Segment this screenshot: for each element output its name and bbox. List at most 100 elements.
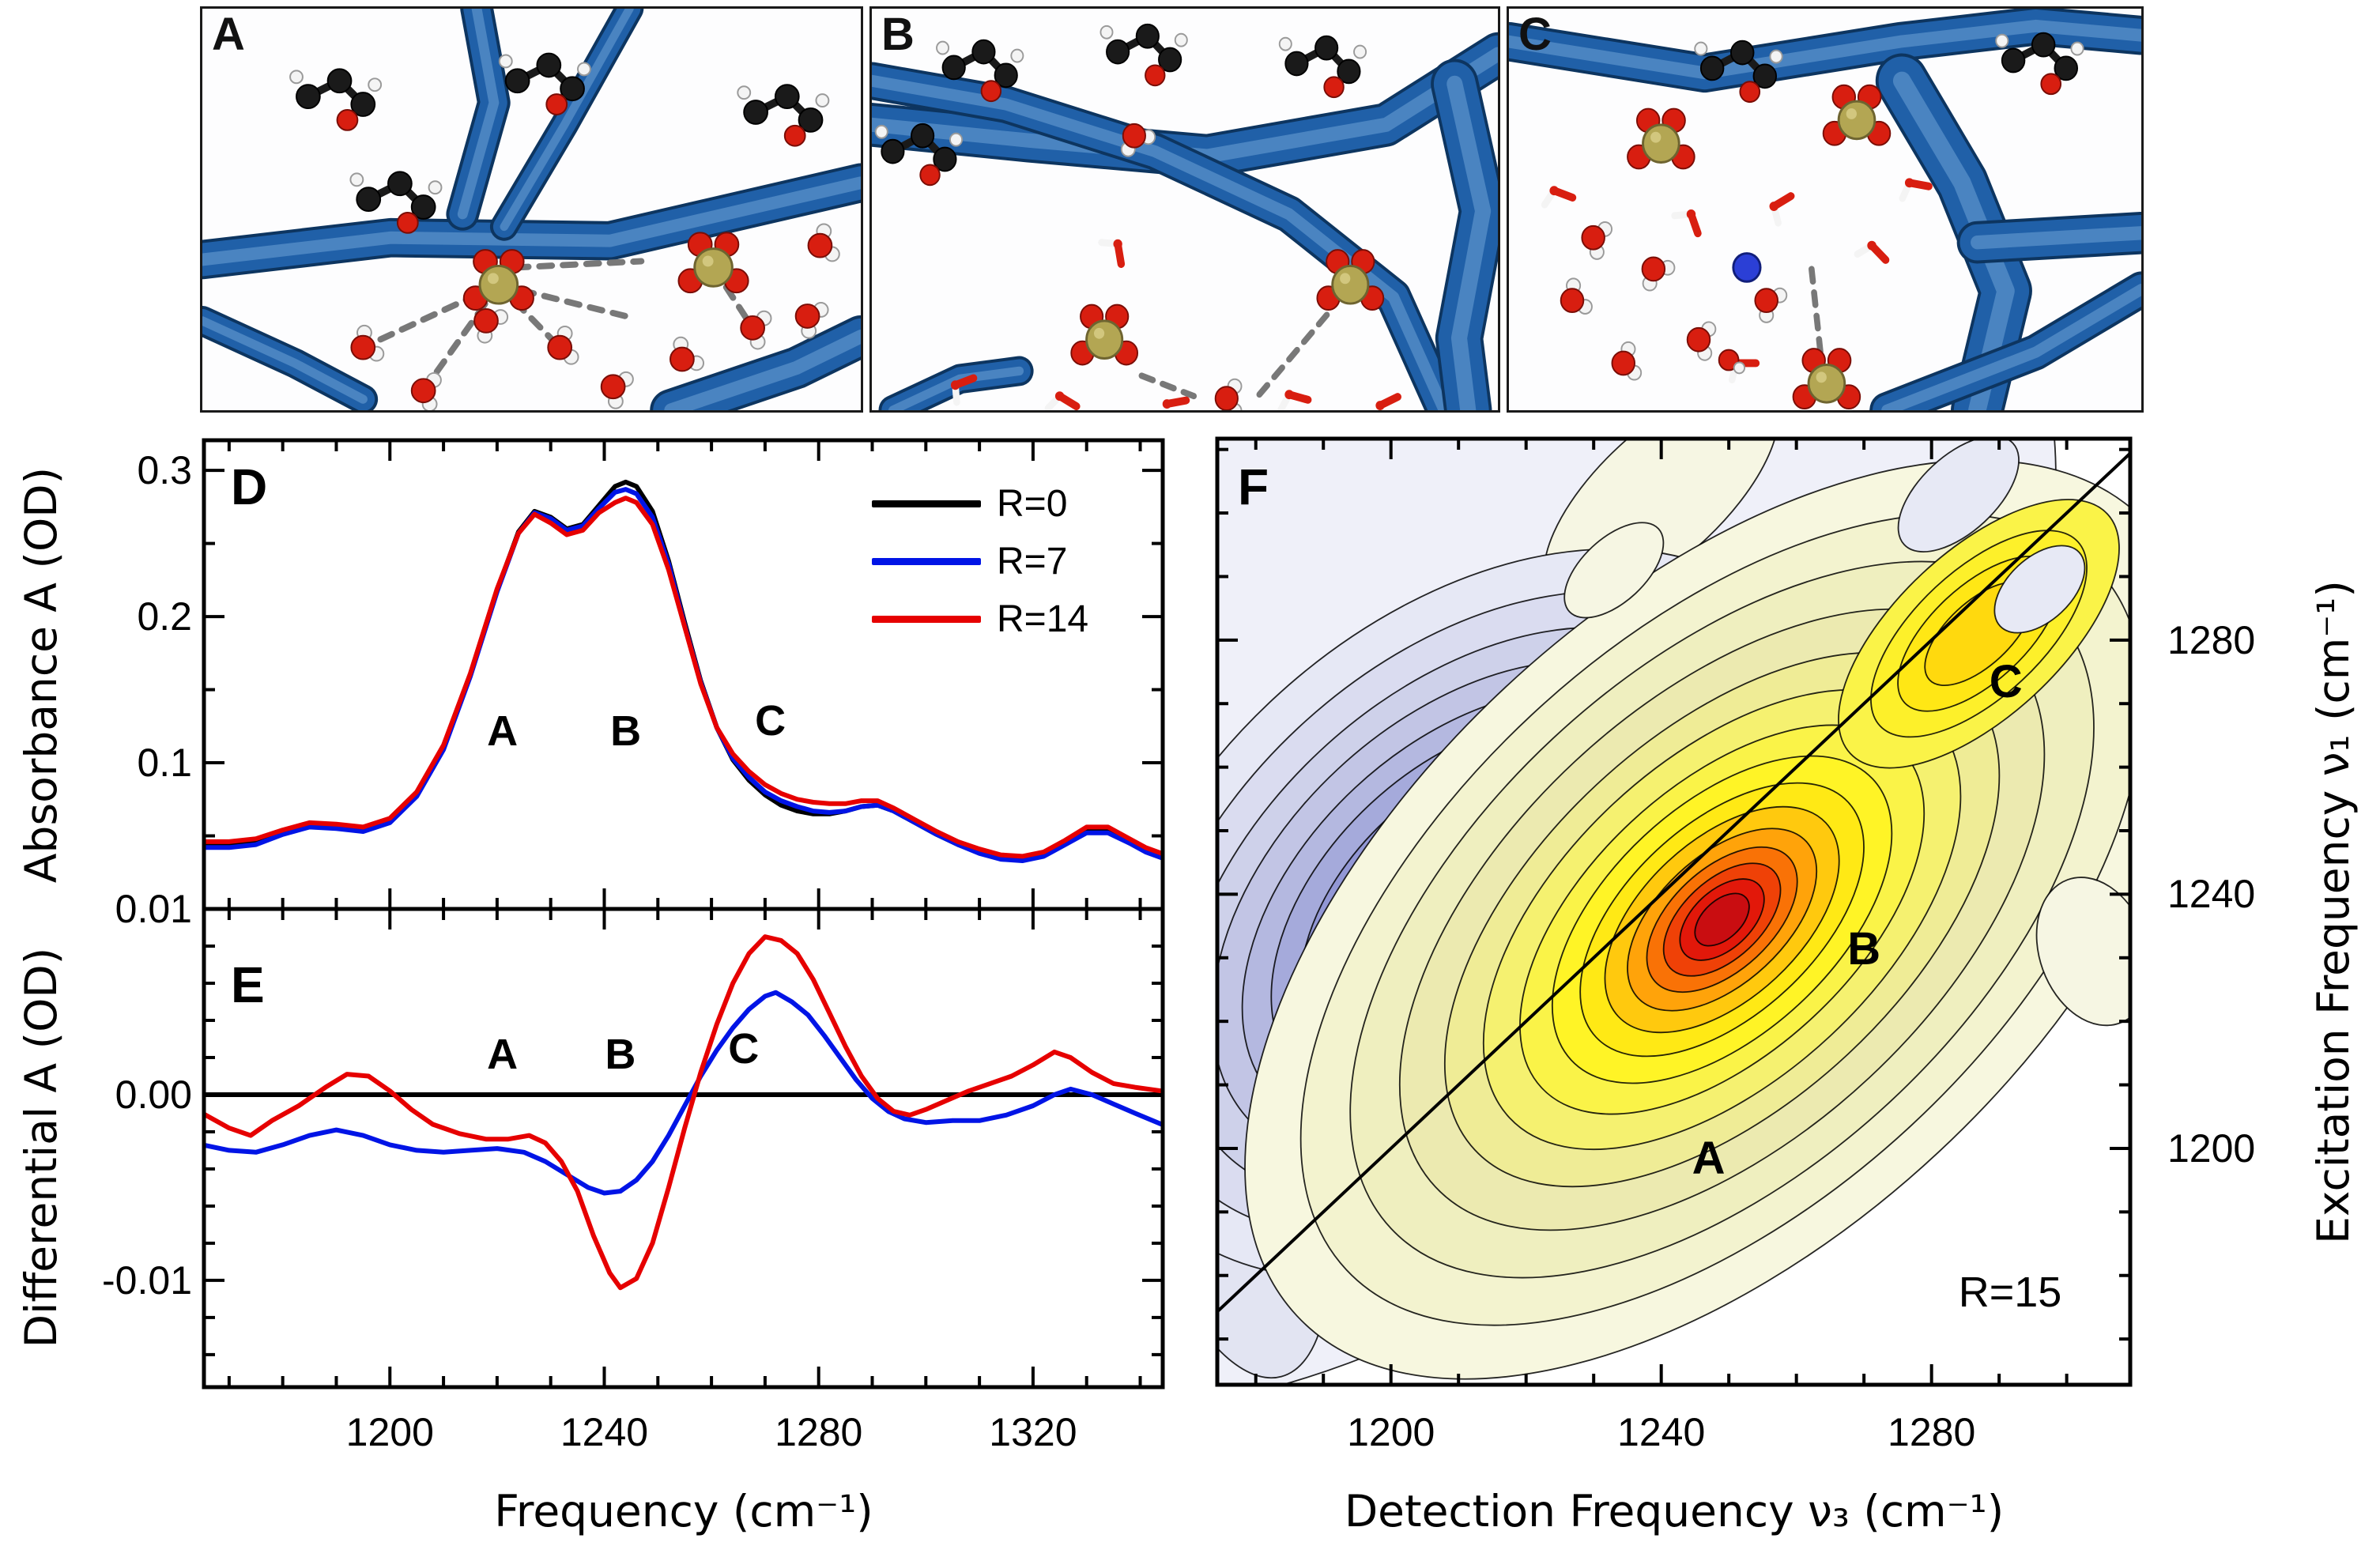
water-molecule (1214, 378, 1243, 410)
band-label-B: B (610, 707, 641, 755)
panel-c-label: C (1518, 9, 1552, 60)
panel-a-label: A (212, 9, 245, 60)
detection-axis-title: Detection Frequency ν₃ (cm⁻¹) (1344, 1486, 2005, 1537)
absorbance-ytick-0.2: 0.2 (137, 594, 192, 639)
detection-xtick-1280: 1280 (1888, 1410, 1976, 1454)
diagonal-line (1217, 452, 2130, 1314)
hydrogen-bond-dash (512, 258, 645, 271)
contour-band-label-A: A (1692, 1133, 1726, 1184)
legend-entry-r0: R=0 (872, 482, 1067, 526)
stray-contour-0 (1563, 522, 1665, 619)
water-molecule (1686, 321, 1717, 361)
molecular-scene-c (1509, 9, 2141, 410)
sugar-ring (936, 39, 1024, 103)
water-molecule (1560, 277, 1593, 315)
molecular-scene-b (872, 23, 1498, 410)
phosphate-group (1627, 107, 1695, 170)
legend-swatch-r14 (872, 616, 981, 623)
panel-c-snapshot: C (1507, 6, 2144, 413)
band-label-C: C (728, 1025, 759, 1073)
legend-swatch-r0 (872, 500, 981, 507)
band-label-A: A (487, 1031, 518, 1078)
legend-label-r0: R=0 (997, 483, 1068, 525)
phosphate-group (1792, 348, 1861, 410)
phosphate-group (677, 232, 749, 294)
sugar-ring (498, 52, 591, 115)
differential-ytick--0.01: -0.01 (102, 1258, 192, 1303)
sugar-ring (1099, 23, 1188, 87)
legend-label-r7: R=7 (997, 541, 1068, 583)
legend-swatch-r7 (872, 558, 981, 565)
water-stick (1541, 186, 1577, 209)
sugar-ring (874, 123, 964, 187)
absorbance-curve-R=0 (204, 479, 1163, 862)
sugar-ring (349, 171, 443, 234)
sodium-ion (1732, 252, 1762, 283)
absorbance-axis-title: Absorbance A (OD) (16, 466, 66, 884)
water-molecule (600, 371, 634, 409)
band-label-C: C (755, 697, 786, 745)
water-stick (1854, 240, 1890, 264)
panel-a-snapshot: A (200, 6, 863, 413)
sugar-ring (737, 84, 830, 147)
legend-entry-r14: R=14 (872, 598, 1088, 641)
molecular-scene-a (202, 9, 861, 410)
band-label-A: A (487, 707, 518, 755)
positive-contour-14 (1694, 892, 1750, 947)
water-molecule (1641, 256, 1676, 292)
detection-xtick-1240: 1240 (1617, 1410, 1706, 1454)
water-molecule (547, 325, 579, 365)
water-molecule (1581, 221, 1613, 260)
water-stick (1098, 239, 1126, 269)
water-molecule (410, 371, 442, 410)
frequency-xtick-1240: 1240 (560, 1410, 649, 1454)
stray-contour-2 (1993, 545, 2086, 634)
water-molecule (473, 308, 509, 344)
water-stick (1375, 393, 1401, 410)
phosphate-group (1070, 304, 1139, 366)
water-molecule (350, 324, 385, 362)
water-molecule (1754, 287, 1788, 323)
panel-b-snapshot: B (869, 6, 1500, 413)
sugar-ring (1278, 35, 1367, 99)
water-molecule (807, 223, 840, 262)
frequency-xtick-1320: 1320 (989, 1410, 1077, 1454)
phosphate-group (462, 249, 534, 311)
water-stick (1899, 178, 1933, 202)
panel-f-label: F (1238, 458, 1269, 515)
oxygen-atom (1718, 349, 1740, 371)
water-molecule (669, 336, 705, 372)
differential-axis-title: Differential A (OD) (16, 947, 66, 1348)
panel-b-label: B (881, 9, 915, 60)
stray-contour-3 (2035, 877, 2130, 1027)
differential-curve (204, 990, 1163, 1196)
absorbance-curve-R=14 (204, 496, 1163, 859)
water-molecule (740, 310, 772, 350)
phosphate-group (1822, 84, 1892, 146)
detection-xtick-1200: 1200 (1347, 1410, 1435, 1454)
panel-d-label: D (231, 458, 268, 515)
absorbance-ytick-0.1: 0.1 (137, 741, 192, 786)
differential-ytick-0.01: 0.01 (115, 887, 192, 931)
sugar-ring (1995, 32, 2084, 96)
differential-chart: A B C (202, 907, 1165, 1390)
water-stick (1044, 391, 1081, 410)
excitation-ytick-1240: 1240 (2167, 872, 2256, 917)
contour-r-annotation: R=15 (1958, 1269, 2062, 1316)
water-molecule (794, 302, 829, 339)
sugar-ring (289, 68, 383, 131)
absorbance-ytick-0.3: 0.3 (137, 448, 192, 493)
sugar-ring (1694, 40, 1783, 104)
water-stick (950, 374, 978, 406)
frequency-xtick-1280: 1280 (775, 1410, 863, 1454)
water-stick (1671, 209, 1702, 238)
water-stick (1277, 390, 1312, 410)
legend-label-r14: R=14 (997, 598, 1089, 640)
differential-curve (204, 934, 1163, 1291)
contour-band-label-C: C (1990, 656, 2023, 707)
differential-ytick-0.00: 0.00 (115, 1072, 192, 1117)
water-stick (1162, 396, 1190, 410)
water-stick (1769, 192, 1795, 227)
